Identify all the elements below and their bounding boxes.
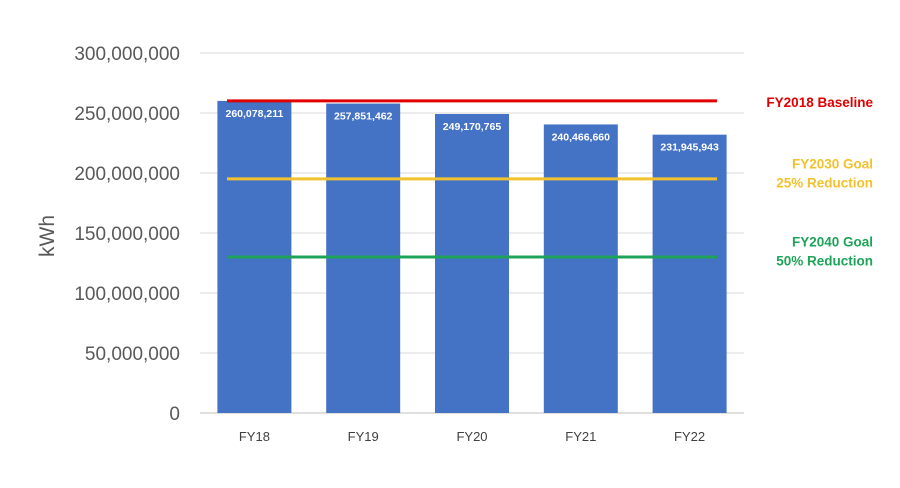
y-axis-ticks: 0 50,000,000 100,000,000 150,000,000 200,000… bbox=[74, 44, 180, 425]
reference-labels: FY2018 Baseline FY2030 Goal 25% Reduction F… bbox=[766, 95, 873, 269]
y-tick-label: 300,000,000 bbox=[74, 44, 180, 65]
x-tick-label: FY21 bbox=[565, 429, 596, 444]
y-tick-label: 200,000,000 bbox=[74, 164, 180, 185]
reference-label: 25% Reduction bbox=[776, 175, 873, 190]
reference-label: FY2040 Goal bbox=[792, 234, 873, 249]
x-tick-label: FY18 bbox=[239, 429, 270, 444]
x-tick-label: FY22 bbox=[674, 429, 705, 444]
x-axis-ticks: FY18 FY19 FY20 FY21 FY22 bbox=[239, 429, 705, 444]
data-labels: 260,078,211 257,851,462 249,170,765 240,466… bbox=[225, 108, 718, 154]
reference-label: 50% Reduction bbox=[776, 253, 873, 268]
y-tick-label: 250,000,000 bbox=[74, 104, 180, 125]
y-axis-label: kWh bbox=[36, 215, 59, 257]
bar bbox=[543, 124, 618, 414]
reference-label: FY2030 Goal bbox=[792, 156, 873, 171]
reference-label: FY2018 Baseline bbox=[766, 95, 873, 110]
bar bbox=[652, 134, 727, 414]
data-label: 257,851,462 bbox=[334, 111, 393, 123]
data-label: 260,078,211 bbox=[225, 108, 283, 120]
y-tick-label: 150,000,000 bbox=[74, 224, 180, 245]
x-tick-label: FY19 bbox=[348, 429, 379, 444]
data-label: 231,945,943 bbox=[660, 142, 719, 154]
reference-lines bbox=[227, 99, 717, 259]
bar bbox=[435, 113, 509, 413]
y-tick-label: 0 bbox=[169, 404, 180, 425]
data-label: 240,466,660 bbox=[552, 131, 611, 143]
y-tick-label: 50,000,000 bbox=[85, 344, 180, 365]
x-tick-label: FY20 bbox=[456, 429, 487, 444]
data-label: 249,170,765 bbox=[443, 121, 502, 133]
y-tick-label: 100,000,000 bbox=[74, 284, 180, 305]
